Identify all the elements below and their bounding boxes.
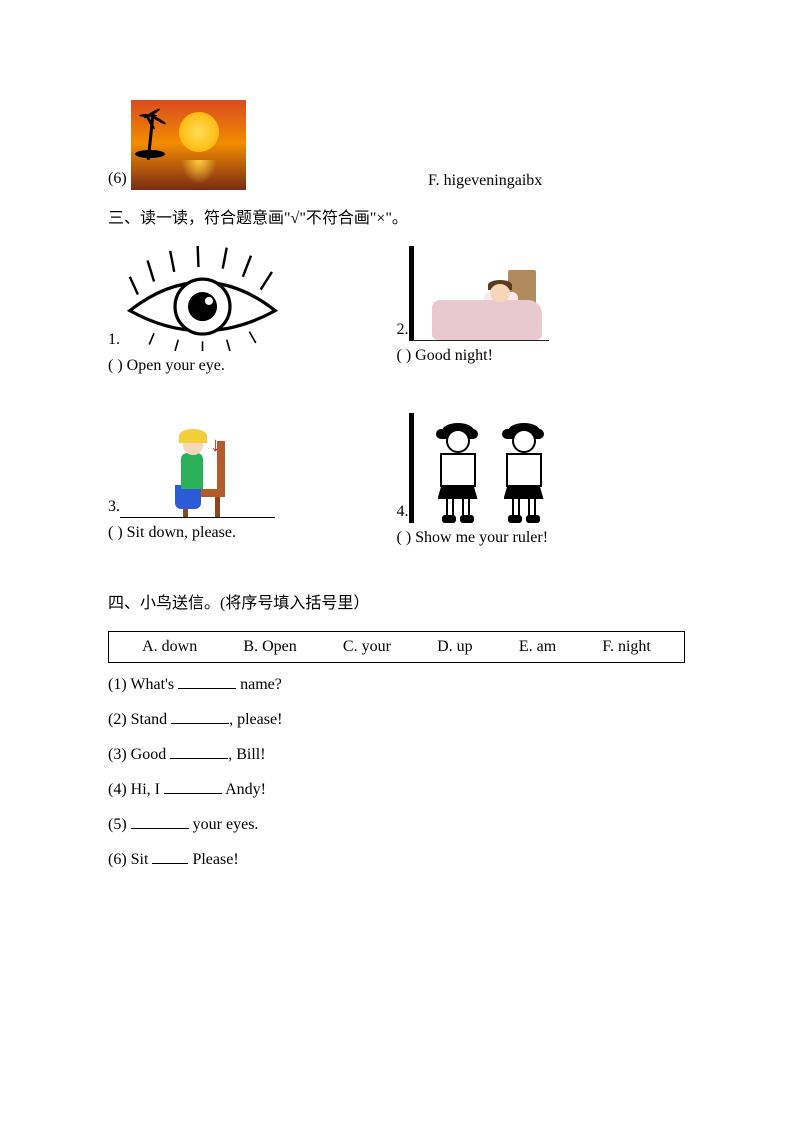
option-d: D. up bbox=[437, 638, 473, 656]
fi2-a: (2) Stand bbox=[108, 711, 171, 728]
q2-number: 2. bbox=[397, 321, 409, 341]
option-e: E. am bbox=[519, 638, 556, 656]
section-4-title: 四、小鸟送信。(将序号填入括号里） bbox=[108, 589, 685, 613]
question-6-answer: F. higeveningaibx bbox=[428, 172, 685, 190]
q1-number: 1. bbox=[108, 331, 120, 351]
blank-5[interactable] bbox=[131, 815, 189, 829]
fi6-a: (6) Sit bbox=[108, 851, 152, 868]
sleeping-image bbox=[409, 246, 549, 341]
fill-item-5: (5) your eyes. bbox=[108, 815, 685, 834]
fill-item-3: (3) Good , Bill! bbox=[108, 745, 685, 764]
q1-col: 1. bbox=[108, 246, 397, 405]
q4-number: 4. bbox=[397, 503, 409, 523]
fill-item-6: (6) Sit Please! bbox=[108, 850, 685, 869]
fi3-a: (3) Good bbox=[108, 746, 170, 763]
section-3-row-2: 3. ↓ ( ) Sit down, please. 4. bbox=[108, 413, 685, 577]
option-f: F. night bbox=[602, 638, 651, 656]
fi4-a: (4) Hi, I bbox=[108, 781, 164, 798]
fill-blank-list: (1) What's name? (2) Stand , please! (3)… bbox=[108, 675, 685, 869]
fi4-b: Andy! bbox=[222, 781, 266, 798]
sun-reflection-icon bbox=[181, 160, 217, 184]
fill-item-1: (1) What's name? bbox=[108, 675, 685, 694]
question-6-row: (6) F. higeveningaibx bbox=[108, 100, 685, 190]
sunset-image bbox=[131, 100, 246, 190]
question-6-left: (6) bbox=[108, 100, 428, 190]
island-icon bbox=[135, 150, 165, 158]
sit-down-image: ↓ bbox=[120, 413, 275, 518]
blank-2[interactable] bbox=[171, 710, 229, 724]
q4-caption: ( ) Show me your ruler! bbox=[397, 529, 686, 547]
q4-col: 4. ( ) bbox=[397, 413, 686, 577]
q2-col: 2. ( ) Good night! bbox=[397, 246, 686, 405]
blank-4[interactable] bbox=[164, 780, 222, 794]
options-box: A. down B. Open C. your D. up E. am F. n… bbox=[108, 631, 685, 663]
q3-caption: ( ) Sit down, please. bbox=[108, 524, 397, 542]
section-3-title: 三、读一读，符合题意画"√"不符合画"×"。 bbox=[108, 204, 685, 228]
sun-icon bbox=[179, 112, 219, 152]
blank-6[interactable] bbox=[152, 850, 188, 864]
fi5-a: (5) bbox=[108, 816, 131, 833]
fi1-b: name? bbox=[236, 676, 282, 693]
blank-1[interactable] bbox=[178, 675, 236, 689]
fill-item-4: (4) Hi, I Andy! bbox=[108, 780, 685, 799]
fi6-b: Please! bbox=[188, 851, 238, 868]
q1-caption: ( ) Open your eye. bbox=[108, 357, 397, 375]
section-3-row-1: 1. bbox=[108, 246, 685, 405]
fi3-b: , Bill! bbox=[228, 746, 265, 763]
option-c: C. your bbox=[343, 638, 391, 656]
down-arrow-icon: ↓ bbox=[211, 434, 221, 457]
two-kids-image bbox=[409, 413, 569, 523]
q3-col: 3. ↓ ( ) Sit down, please. bbox=[108, 413, 397, 577]
fill-item-2: (2) Stand , please! bbox=[108, 710, 685, 729]
head-icon bbox=[490, 284, 510, 302]
fi5-b: your eyes. bbox=[189, 816, 259, 833]
question-6-number: (6) bbox=[108, 170, 127, 190]
blank-3[interactable] bbox=[170, 745, 228, 759]
fi2-b: , please! bbox=[229, 711, 282, 728]
kid-1-icon bbox=[432, 423, 482, 523]
kid-2-icon bbox=[498, 423, 548, 523]
option-a: A. down bbox=[142, 638, 197, 656]
fi1-a: (1) What's bbox=[108, 676, 178, 693]
eye-image bbox=[120, 246, 285, 351]
blanket-icon bbox=[432, 300, 542, 340]
q2-caption: ( ) Good night! bbox=[397, 347, 686, 365]
q3-number: 3. bbox=[108, 498, 120, 518]
option-b: B. Open bbox=[243, 638, 296, 656]
